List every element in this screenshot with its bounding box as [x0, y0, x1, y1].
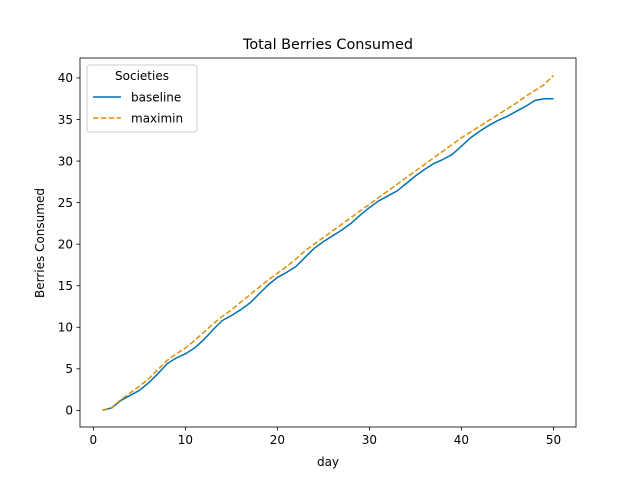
x-tick-label: 20 [270, 433, 285, 447]
legend-box [86, 64, 198, 133]
x-tick-label: 50 [546, 433, 561, 447]
x-tick-label: 40 [454, 433, 469, 447]
chart-title: Total Berries Consumed [242, 37, 413, 53]
x-tick-label: 0 [90, 433, 98, 447]
y-tick-label: 0 [65, 404, 73, 418]
legend-label-baseline: baseline [131, 90, 181, 104]
y-tick-label: 15 [58, 279, 73, 293]
y-tick-label: 5 [65, 362, 73, 376]
series-line-maximin [102, 74, 554, 412]
y-tick-label: 40 [58, 71, 73, 85]
y-tick-label: 20 [58, 237, 73, 251]
x-tick-label: 10 [178, 433, 193, 447]
y-tick-label: 10 [58, 321, 73, 335]
legend: Societies baseline maximin [86, 64, 198, 133]
axes-frame [79, 57, 577, 428]
x-axis-label: day [317, 455, 339, 469]
y-tick-label: 35 [58, 113, 73, 127]
axes: 0 10 20 30 40 50 0 5 10 15 20 25 30 35 40 [58, 57, 577, 447]
y-tick-label: 30 [58, 154, 73, 168]
x-tick-label: 30 [362, 433, 377, 447]
legend-label-maximin: maximin [131, 111, 183, 125]
y-axis-label: Berries Consumed [33, 188, 47, 298]
legend-title: Societies [115, 69, 169, 83]
series-line-baseline [102, 97, 554, 412]
y-tick-label: 25 [58, 196, 73, 210]
plot-area [102, 74, 554, 412]
